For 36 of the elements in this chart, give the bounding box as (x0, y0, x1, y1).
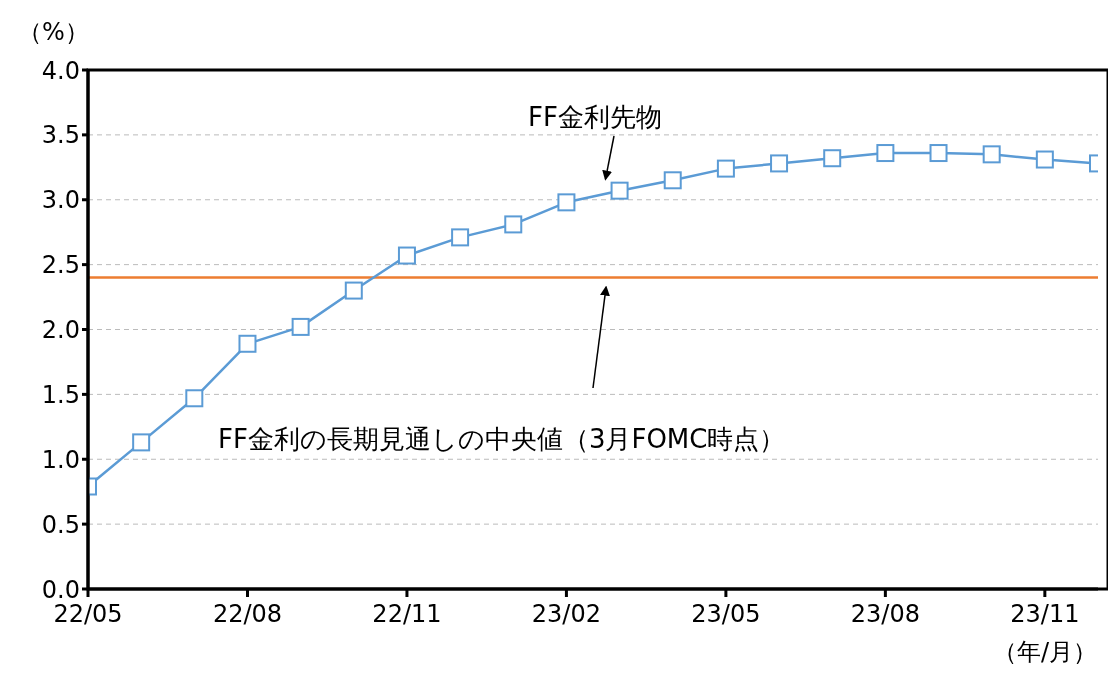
point (132, 433, 151, 452)
point (291, 317, 310, 336)
point (344, 281, 363, 300)
x-tick-label: 23/11 (1010, 600, 1080, 629)
y-tick-label: 2.5 (41, 251, 80, 280)
point (185, 389, 204, 408)
point (716, 159, 735, 178)
x-axis-title: （年/月） (993, 637, 1098, 668)
point (610, 181, 629, 200)
y-tick-label: 3.0 (41, 186, 80, 215)
x-tick-label: 23/08 (850, 600, 920, 629)
point (770, 154, 789, 173)
point (397, 246, 416, 265)
y-tick-label: 4.0 (41, 56, 80, 85)
point (663, 171, 682, 190)
y-axis-title: （%） (18, 17, 89, 48)
point (557, 193, 576, 212)
y-tick-label: 1.0 (41, 445, 80, 474)
y-tick-label: 2.0 (41, 316, 80, 345)
point (1035, 150, 1054, 169)
point (982, 145, 1001, 164)
annotation: FF金利先物 (528, 101, 662, 134)
x-tick-label: 23/05 (691, 600, 761, 629)
y-tick-label: 1.5 (41, 380, 80, 409)
x-tick-label: 22/08 (212, 600, 283, 629)
x-tick-label: 22/11 (372, 600, 442, 629)
point (929, 144, 948, 163)
point (876, 144, 895, 163)
point (504, 215, 523, 234)
point (823, 149, 842, 168)
y-tick-label: 0.5 (41, 510, 80, 539)
point (451, 228, 470, 247)
point (238, 334, 257, 353)
annotation: FF金利の長期見通しの中央値（3月FOMC時点） (218, 423, 786, 456)
y-tick-label: 3.5 (41, 121, 80, 150)
x-tick-label: 23/02 (531, 600, 602, 629)
